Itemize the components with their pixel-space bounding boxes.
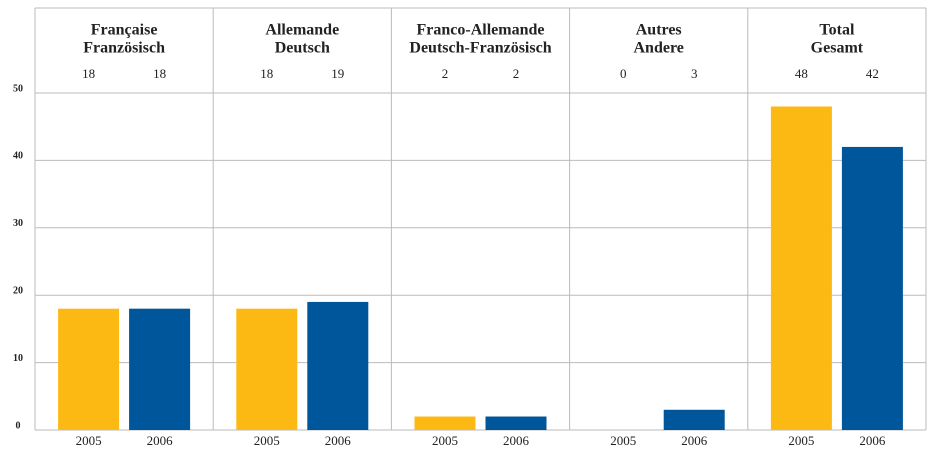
bar	[129, 308, 191, 430]
value-label: 2	[442, 66, 449, 81]
bar	[414, 416, 476, 430]
x-tick-label: 2005	[432, 433, 458, 448]
group-title: Französisch	[83, 40, 165, 57]
bar	[58, 308, 120, 430]
value-label: 18	[153, 66, 166, 81]
group-title: Total	[819, 22, 855, 39]
y-tick-label: 40	[13, 151, 23, 162]
value-label: 3	[691, 66, 698, 81]
x-tick-label: 2006	[681, 433, 708, 448]
value-label: 48	[795, 66, 808, 81]
group-title: Deutsch-Französisch	[409, 40, 551, 57]
x-tick-label: 2005	[788, 433, 814, 448]
value-label: 18	[82, 66, 95, 81]
bar	[236, 308, 298, 430]
group-title: Allemande	[265, 22, 339, 39]
x-tick-label: 2005	[76, 433, 102, 448]
value-label: 19	[331, 66, 344, 81]
x-tick-label: 2006	[325, 433, 352, 448]
bar	[841, 146, 903, 431]
value-label: 0	[620, 66, 627, 81]
x-tick-label: 2005	[610, 433, 636, 448]
x-tick-label: 2006	[859, 433, 886, 448]
bar	[307, 301, 369, 430]
value-label: 2	[513, 66, 520, 81]
group-title: Deutsch	[275, 40, 330, 57]
group-title: Française	[91, 22, 158, 39]
value-label: 18	[260, 66, 273, 81]
bar	[770, 106, 832, 430]
value-label: 42	[866, 66, 879, 81]
x-tick-label: 2005	[254, 433, 280, 448]
group-title: Franco-Allemande	[417, 22, 545, 39]
group-title: Andere	[634, 40, 684, 57]
bar	[663, 409, 725, 430]
y-tick-label: 20	[13, 285, 23, 296]
x-tick-label: 2006	[147, 433, 174, 448]
group-title: Gesamt	[811, 40, 864, 57]
y-tick-label: 10	[13, 353, 23, 364]
y-tick-label: 50	[13, 83, 23, 94]
bar	[485, 416, 547, 430]
group-title: Autres	[636, 22, 682, 39]
y-tick-label: 0	[16, 420, 21, 431]
x-tick-label: 2006	[503, 433, 530, 448]
y-tick-label: 30	[13, 218, 23, 229]
